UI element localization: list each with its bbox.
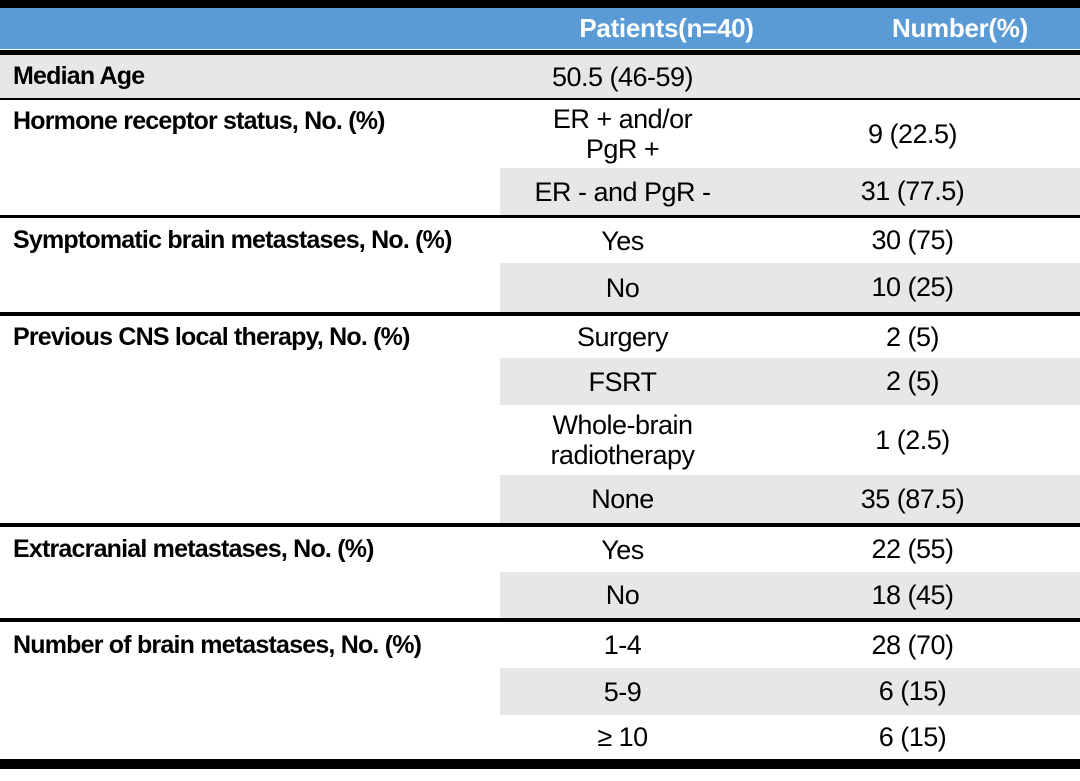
section-label: Extracranial metastases, No. (%) xyxy=(13,535,374,563)
category-cell: 1-4 xyxy=(603,630,642,660)
value-cell: 2 (5) xyxy=(885,366,940,396)
section-label: Hormone receptor status, No. (%) xyxy=(13,107,385,135)
row-data-cells: Whole-brain radiotherapy 1 (2.5) xyxy=(500,405,1080,475)
section-label: Median Age xyxy=(13,62,145,90)
section-label-cell: Previous CNS local therapy, No. (%) xyxy=(0,316,500,358)
category-cell: ER + and/or PgR + xyxy=(552,104,693,164)
value-cell: 22 (55) xyxy=(871,534,954,564)
section-label-cell xyxy=(0,263,500,312)
section-divider xyxy=(0,215,1080,218)
value-cell: 18 (45) xyxy=(871,579,954,610)
row-data-cells: Yes 30 (75) xyxy=(500,218,1080,263)
value-cell: 30 (75) xyxy=(871,225,954,255)
section-label-cell xyxy=(0,715,500,759)
section-label: Previous CNS local therapy, No. (%) xyxy=(13,322,410,351)
table-row-therapy-surgery: Previous CNS local therapy, No. (%) Surg… xyxy=(0,316,1080,358)
category-cell: 50.5 (46-59) xyxy=(551,61,694,92)
section-label-cell: Symptomatic brain metastases, No. (%) xyxy=(0,218,500,263)
value-cell: 6 (15) xyxy=(878,721,947,752)
value-cell: 31 (77.5) xyxy=(860,176,965,206)
row-data-cells: No 18 (45) xyxy=(500,572,1080,618)
table-row-mets-5-9: 5-9 6 (15) xyxy=(0,668,1080,715)
row-data-cells: 5-9 6 (15) xyxy=(500,668,1080,715)
section-divider xyxy=(0,523,1080,527)
value-cell: 1 (2.5) xyxy=(875,424,950,455)
table-row-mets-1-4: Number of brain metastases, No. (%) 1-4 … xyxy=(0,622,1080,668)
table-row-therapy-none: None 35 (87.5) xyxy=(0,475,1080,523)
value-cell: 10 (25) xyxy=(871,272,954,302)
section-label-cell xyxy=(0,358,500,405)
row-data-cells: ER + and/or PgR + 9 (22.5) xyxy=(500,100,1080,168)
row-data-cells: Surgery 2 (5) xyxy=(500,316,1080,358)
table-row-er-negative: ER - and PgR - 31 (77.5) xyxy=(0,168,1080,215)
value-cell xyxy=(745,55,1080,98)
table-row-therapy-fsrt: FSRT 2 (5) xyxy=(0,358,1080,405)
section-label-cell: Number of brain metastases, No. (%) xyxy=(0,622,500,668)
value-cell: 2 (5) xyxy=(885,321,940,352)
value-cell: 9 (22.5) xyxy=(867,118,958,149)
category-cell: ≥ 10 xyxy=(597,722,648,752)
value-cell: 28 (70) xyxy=(871,629,954,660)
table-row-median-age: Median Age 50.5 (46-59) xyxy=(0,55,1080,98)
section-label-cell xyxy=(0,572,500,618)
row-data-cells: Yes 22 (55) xyxy=(500,527,1080,572)
section-label-cell xyxy=(0,475,500,523)
table-row-therapy-wbrt: Whole-brain radiotherapy 1 (2.5) xyxy=(0,405,1080,475)
category-cell: FSRT xyxy=(588,366,657,397)
table-row-symptomatic-no: No 10 (25) xyxy=(0,263,1080,312)
section-label-cell xyxy=(0,668,500,715)
row-data-cells: No 10 (25) xyxy=(500,263,1080,312)
category-cell: ER - and PgR - xyxy=(534,176,711,207)
table-row-symptomatic-yes: Symptomatic brain metastases, No. (%) Ye… xyxy=(0,218,1080,263)
category-cell: No xyxy=(605,580,640,610)
category-cell: Yes xyxy=(601,534,644,565)
category-cell: Yes xyxy=(601,225,644,256)
row-data-cells: 1-4 28 (70) xyxy=(500,622,1080,668)
row-data-cells: ER - and PgR - 31 (77.5) xyxy=(500,168,1080,215)
category-cell: No xyxy=(605,272,640,303)
table-row-mets-10plus: ≥ 10 6 (15) xyxy=(0,715,1080,759)
row-data-cells: FSRT 2 (5) xyxy=(500,358,1080,405)
section-label-cell xyxy=(0,405,500,475)
section-label-cell: Extracranial metastases, No. (%) xyxy=(0,527,500,572)
header-gap xyxy=(0,49,1080,50)
section-label-cell: Hormone receptor status, No. (%) xyxy=(0,100,500,168)
table-row-er-positive: Hormone receptor status, No. (%) ER + an… xyxy=(0,100,1080,168)
section-divider xyxy=(0,98,1080,100)
table-row-extracranial-no: No 18 (45) xyxy=(0,572,1080,618)
section-divider xyxy=(0,618,1080,622)
value-cell: 6 (15) xyxy=(878,676,947,706)
value-cell: 35 (87.5) xyxy=(860,483,965,514)
table-top-border xyxy=(0,0,1080,8)
category-cell: Whole-brain radiotherapy xyxy=(550,410,695,470)
column-header-patients: Patients(n=40) xyxy=(579,13,754,43)
row-data-cells: ≥ 10 6 (15) xyxy=(500,715,1080,759)
table-bottom-border xyxy=(0,759,1080,769)
category-cell: Surgery xyxy=(576,322,669,352)
row-data-cells: 50.5 (46-59) xyxy=(500,55,1080,98)
section-label: Symptomatic brain metastases, No. (%) xyxy=(13,226,452,254)
section-label-cell xyxy=(0,168,500,215)
table-header-row: Patients(n=40) Number(%) xyxy=(0,8,1080,49)
category-cell: 5-9 xyxy=(603,676,642,707)
section-divider xyxy=(0,312,1080,316)
table-row-extracranial-yes: Extracranial metastases, No. (%) Yes 22 … xyxy=(0,527,1080,572)
header-bottom-rule xyxy=(0,50,1080,55)
category-cell: None xyxy=(591,484,654,514)
section-label-cell: Median Age xyxy=(0,55,500,98)
section-label: Number of brain metastases, No. (%) xyxy=(13,630,422,659)
row-data-cells: None 35 (87.5) xyxy=(500,475,1080,523)
column-header-number: Number(%) xyxy=(892,13,1028,43)
